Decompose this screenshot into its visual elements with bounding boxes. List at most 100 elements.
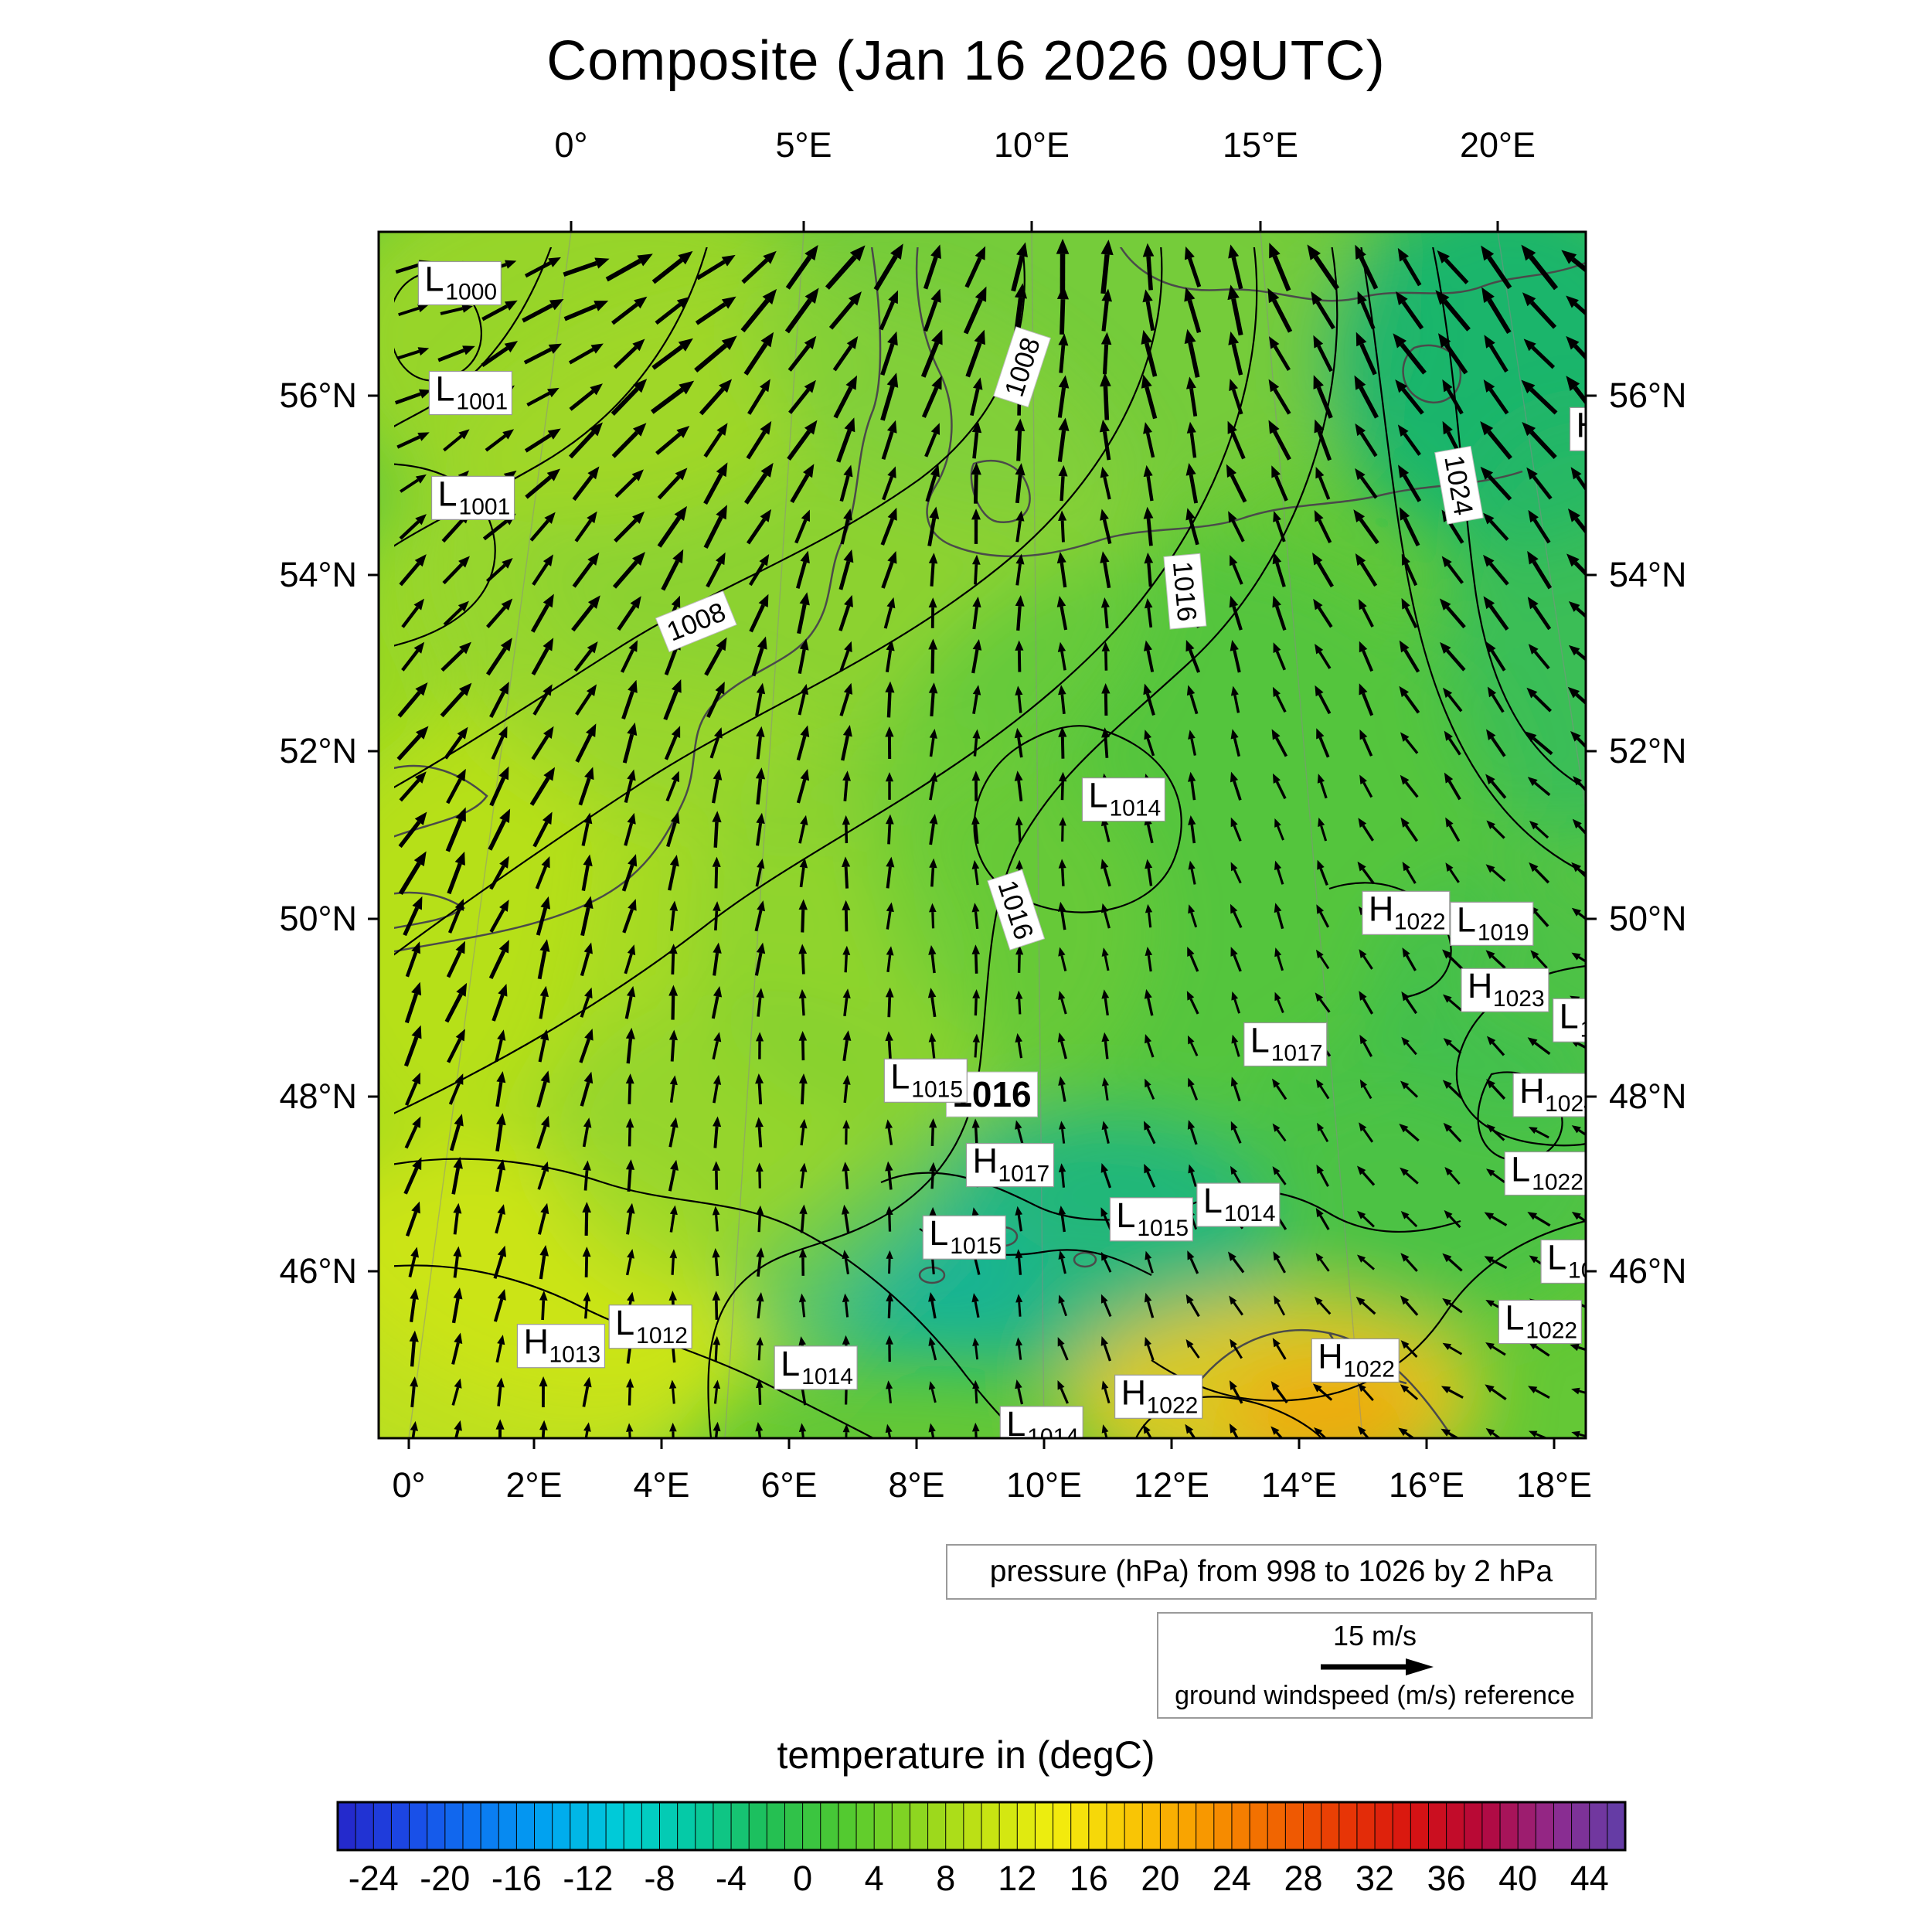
svg-text:L: L — [615, 1303, 634, 1342]
axis-tick-label: 14°E — [1260, 1465, 1338, 1505]
svg-text:L: L — [1547, 1237, 1566, 1277]
wind-reference-arrow-icon — [1321, 1658, 1434, 1675]
svg-text:1001: 1001 — [456, 389, 508, 415]
svg-text:L: L — [435, 369, 454, 409]
wind-reference-box: 15 m/s ground windspeed (m/s) reference — [1157, 1612, 1593, 1719]
pressure-center-label: L 1014 — [1196, 1181, 1281, 1227]
svg-text:L: L — [1511, 1150, 1530, 1189]
svg-text:1013: 1013 — [549, 1342, 600, 1368]
svg-text:1000: 1000 — [445, 279, 497, 304]
colorbar-tick-label: 40 — [1498, 1859, 1537, 1898]
svg-text:L: L — [1116, 1196, 1135, 1235]
colorbar-tick-label: 8 — [936, 1859, 955, 1898]
axis-tick-label: 16°E — [1388, 1465, 1465, 1505]
svg-text:L: L — [890, 1056, 910, 1096]
axis-tick-label: 50°N — [1609, 899, 1687, 938]
pressure-center-label: H 1022 — [1311, 1336, 1400, 1383]
pressure-center-label: H 1023 — [1461, 966, 1549, 1012]
svg-text:1022: 1022 — [1147, 1393, 1199, 1418]
pressure-center-label: L 1001 — [430, 474, 515, 520]
svg-text:L: L — [1457, 900, 1476, 939]
svg-text:L: L — [1505, 1298, 1524, 1338]
svg-text:1014: 1014 — [1027, 1424, 1079, 1450]
svg-text:H: H — [1577, 405, 1601, 444]
colorbar-tick-label: 16 — [1070, 1859, 1108, 1898]
axis-tick-label: 56°N — [279, 376, 357, 415]
svg-text:H: H — [1121, 1372, 1147, 1412]
pressure-center-label: L 1014 — [999, 1404, 1083, 1450]
svg-text:L: L — [1203, 1181, 1223, 1220]
axis-tick-label: 12°E — [1133, 1465, 1210, 1505]
pressure-contour-legend: pressure (hPa) from 998 to 1026 by 2 hPa — [946, 1544, 1597, 1600]
svg-text:L: L — [438, 474, 457, 513]
svg-text:1022: 1022 — [1532, 1170, 1583, 1196]
colorbar-tick-label: 24 — [1213, 1859, 1251, 1898]
axis-tick-label: 50°N — [279, 899, 357, 938]
colorbar-tick-label: -16 — [492, 1859, 542, 1898]
svg-text:1015: 1015 — [950, 1233, 1002, 1259]
colorbar-tick-label: 44 — [1570, 1859, 1609, 1898]
temperature-colorbar: -24 -20 -16 -12 -8 -4 0 4 8 12 16 20 24 28 32 36 40 44 — [336, 1801, 1627, 1898]
pressure-center-label: H 1022 — [1114, 1372, 1203, 1419]
axis-tick-label: 10°E — [993, 125, 1070, 165]
page-title: Composite (Jan 16 2026 09UTC) — [546, 30, 1386, 92]
colorbar-tick-label: -20 — [420, 1859, 470, 1898]
axis-tick-label: 52°N — [1609, 731, 1687, 770]
pressure-center-label: H1026 — [1569, 405, 1601, 451]
svg-text:H: H — [1318, 1336, 1343, 1376]
svg-text:L: L — [929, 1213, 948, 1253]
svg-text:H: H — [1468, 966, 1493, 1005]
axis-tick-label: 56°N — [1609, 376, 1687, 415]
wind-reference-speed: 15 m/s — [1332, 1620, 1417, 1651]
colorbar-tick-label: 32 — [1355, 1859, 1394, 1898]
svg-text:L: L — [1088, 776, 1107, 815]
pressure-center-label: H 1022 — [1362, 889, 1451, 935]
axis-tick-label: 52°N — [279, 731, 357, 770]
svg-text:1023: 1023 — [1493, 986, 1545, 1012]
svg-text:1017: 1017 — [998, 1162, 1050, 1187]
svg-text:L: L — [781, 1344, 800, 1383]
svg-text:1022: 1022 — [1343, 1356, 1395, 1382]
axis-tick-label: 6°E — [760, 1465, 818, 1505]
svg-text:L: L — [1006, 1404, 1026, 1444]
colorbar-tick-label: 20 — [1141, 1859, 1179, 1898]
colorbar-tick-label: 0 — [793, 1859, 812, 1898]
svg-text:1022: 1022 — [1568, 1257, 1601, 1283]
svg-text:1015: 1015 — [911, 1077, 963, 1102]
svg-text:L: L — [1250, 1020, 1270, 1060]
svg-text:1014: 1014 — [801, 1364, 853, 1389]
pressure-center-label: L1020 — [1553, 996, 1586, 1043]
pressure-center-label: L 1015 — [883, 1056, 968, 1103]
svg-text:1014: 1014 — [1224, 1201, 1276, 1226]
axis-tick-label: 20°E — [1459, 125, 1536, 165]
axis-tick-label: 0° — [392, 1465, 426, 1505]
svg-text:H: H — [1519, 1071, 1545, 1111]
svg-text:L: L — [424, 259, 444, 298]
svg-text:1024: 1024 — [1545, 1091, 1597, 1117]
svg-text:1022: 1022 — [1394, 909, 1446, 934]
pressure-center-label: L 1015 — [922, 1213, 1006, 1260]
pressure-center-label: L 1015 — [1109, 1196, 1193, 1242]
axis-tick-label: 54°N — [1609, 555, 1687, 594]
colorbar-tick-label: 4 — [865, 1859, 884, 1898]
svg-text:1019: 1019 — [1478, 920, 1529, 945]
pressure-center-label: L 1014 — [1081, 776, 1166, 822]
svg-text:1014: 1014 — [1109, 796, 1161, 821]
axis-tick-label: 15°E — [1222, 125, 1299, 165]
axis-ticks — [368, 221, 1597, 1449]
pressure-center-label: L 1012 — [608, 1303, 692, 1349]
svg-text:1016: 1016 — [1167, 560, 1202, 623]
colorbar-tick-label: 28 — [1284, 1859, 1322, 1898]
pressure-center-label: L 1017 — [1243, 1020, 1328, 1067]
svg-text:H: H — [1369, 889, 1394, 928]
axis-tick-label: 2°E — [505, 1465, 563, 1505]
colorbar-frame — [336, 1801, 1627, 1852]
pressure-center-label: L 1014 — [774, 1344, 858, 1390]
svg-text:1012: 1012 — [636, 1323, 688, 1349]
axis-tick-label: 48°N — [1609, 1077, 1687, 1116]
wind-reference-caption: ground windspeed (m/s) reference — [1175, 1681, 1575, 1710]
